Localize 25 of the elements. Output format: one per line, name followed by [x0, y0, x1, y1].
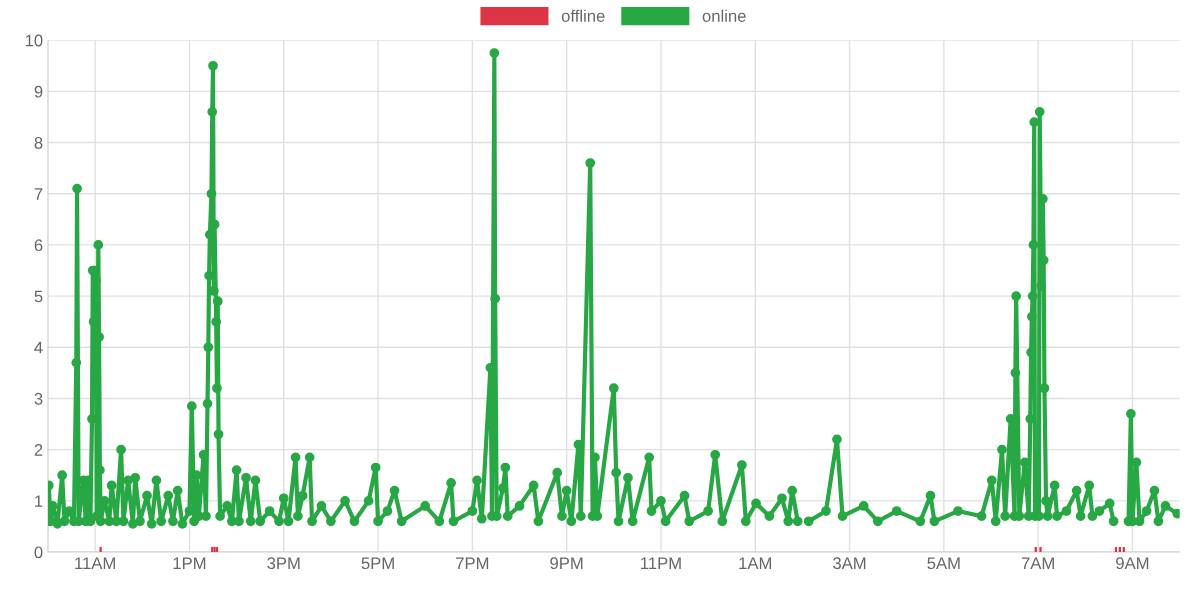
legend-label: online [702, 9, 746, 22]
x-tick-label: 9AM [1116, 557, 1149, 570]
x-tick-label: 3PM [267, 557, 300, 570]
y-tick-label: 9 [34, 85, 43, 98]
legend-label: offline [561, 9, 605, 22]
y-tick-label: 10 [25, 34, 43, 47]
x-tick-label: 11AM [75, 557, 115, 569]
y-tick-label: 5 [34, 290, 43, 303]
y-tick-label: 6 [34, 239, 43, 252]
x-tick-label: 1PM [173, 557, 206, 569]
x-tick-label: 9PM [550, 557, 583, 570]
x-tick-label: 7PM [456, 557, 489, 569]
x-tick-label: 5PM [361, 557, 394, 570]
x-tick-label: 11PM [641, 557, 681, 569]
y-tick-label: 8 [34, 136, 43, 149]
y-tick-label: 7 [34, 188, 43, 200]
y-tick-label: 1 [35, 495, 43, 507]
y-tick-label: 3 [34, 392, 43, 405]
y-tick-label: 4 [34, 341, 43, 354]
x-tick-label: 1AM [739, 557, 772, 569]
x-tick-label: 7AM [1021, 557, 1054, 569]
x-tick-label: 3AM [833, 557, 866, 570]
y-tick-label: 0 [34, 546, 43, 559]
x-tick-label: 5AM [927, 557, 960, 570]
y-tick-label: 2 [34, 444, 43, 456]
